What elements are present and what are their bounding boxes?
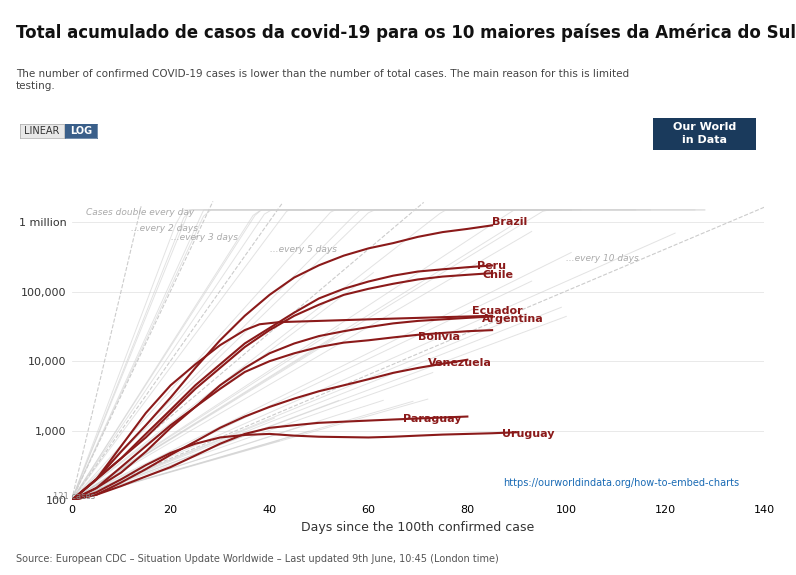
X-axis label: Days since the 100th confirmed case: Days since the 100th confirmed case	[301, 521, 535, 534]
Text: Chile: Chile	[482, 270, 513, 281]
Text: Venezuela: Venezuela	[427, 358, 492, 368]
Text: ...every 3 days: ...every 3 days	[170, 233, 237, 242]
Text: ...every 10 days: ...every 10 days	[566, 254, 639, 263]
Text: Our World
in Data: Our World in Data	[673, 122, 736, 145]
Text: Cases double every day: Cases double every day	[87, 208, 195, 217]
Text: Bolivia: Bolivia	[418, 332, 460, 342]
Text: Paraguay: Paraguay	[403, 413, 462, 424]
Text: 121 cases: 121 cases	[53, 492, 96, 501]
Text: Brazil: Brazil	[492, 217, 527, 227]
Text: Uruguay: Uruguay	[502, 429, 555, 439]
Text: Ecuador: Ecuador	[472, 306, 523, 316]
Text: Peru: Peru	[478, 260, 506, 271]
Text: Total acumulado de casos da covid-19 para os 10 maiores países da América do Sul: Total acumulado de casos da covid-19 par…	[16, 23, 796, 41]
Text: ...every 2 days: ...every 2 days	[131, 224, 198, 233]
Text: Argentina: Argentina	[482, 314, 544, 324]
Text: Source: European CDC – Situation Update Worldwide – Last updated 9th June, 10:45: Source: European CDC – Situation Update …	[16, 554, 498, 564]
Text: https://ourworldindata.org/how-to-embed-charts: https://ourworldindata.org/how-to-embed-…	[503, 477, 739, 488]
Text: LOG: LOG	[70, 126, 92, 136]
Text: LINEAR: LINEAR	[24, 126, 60, 136]
Text: ...every 5 days: ...every 5 days	[270, 246, 337, 254]
Text: The number of confirmed COVID-19 cases is lower than the number of total cases. : The number of confirmed COVID-19 cases i…	[16, 69, 629, 91]
